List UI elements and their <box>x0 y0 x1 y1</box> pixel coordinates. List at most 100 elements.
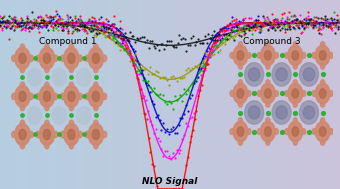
Point <box>178 116 183 119</box>
Point <box>275 20 280 23</box>
Point <box>44 20 50 23</box>
Point <box>143 68 148 71</box>
Point <box>228 29 233 32</box>
Point <box>102 26 107 29</box>
Point <box>322 16 328 19</box>
Point <box>291 26 296 29</box>
Point <box>187 141 192 144</box>
Point <box>258 29 264 32</box>
Point <box>224 35 230 38</box>
Point <box>23 26 28 29</box>
Point <box>291 13 296 16</box>
Point <box>76 20 82 23</box>
Point <box>226 23 232 26</box>
Point <box>25 18 31 21</box>
Point <box>210 38 216 41</box>
Point <box>201 69 206 72</box>
Point <box>50 18 56 21</box>
Point <box>43 25 48 28</box>
Point <box>83 24 88 27</box>
Point <box>119 32 124 35</box>
Point <box>312 16 317 19</box>
Point <box>42 20 47 23</box>
Point <box>0 24 3 27</box>
Point <box>110 38 116 41</box>
Point <box>190 34 196 37</box>
Point <box>88 23 94 26</box>
Point <box>248 25 253 28</box>
Point <box>201 57 206 60</box>
Point <box>237 19 242 22</box>
Point <box>40 16 46 19</box>
Point <box>102 31 107 34</box>
Point <box>293 19 298 22</box>
Point <box>233 22 238 25</box>
Point <box>146 83 151 86</box>
Point <box>151 44 156 47</box>
Point <box>14 18 20 21</box>
Point <box>146 110 151 113</box>
Point <box>195 94 201 97</box>
Point <box>85 19 90 22</box>
Point <box>248 17 253 20</box>
Point <box>156 48 162 51</box>
Point <box>231 26 236 29</box>
Point <box>124 46 130 49</box>
Point <box>166 187 172 189</box>
Point <box>103 26 109 29</box>
Point <box>79 22 85 25</box>
Point <box>106 33 112 36</box>
Point <box>320 23 326 26</box>
Point <box>316 26 321 29</box>
Point <box>237 28 242 31</box>
Point <box>330 29 335 32</box>
Point <box>320 18 326 21</box>
Point <box>66 31 71 34</box>
Point <box>173 187 179 189</box>
Point <box>163 131 168 134</box>
Point <box>200 62 206 65</box>
Point <box>240 28 246 31</box>
Point <box>243 21 249 24</box>
Point <box>185 156 191 159</box>
Point <box>249 21 254 24</box>
Point <box>159 187 165 189</box>
Point <box>141 111 146 114</box>
Point <box>259 26 264 29</box>
Point <box>175 98 180 101</box>
Point <box>269 25 274 28</box>
Point <box>35 26 41 29</box>
Point <box>114 40 119 43</box>
Point <box>284 25 289 28</box>
Point <box>66 29 71 32</box>
Point <box>326 21 331 24</box>
Point <box>129 58 134 61</box>
Point <box>305 14 310 17</box>
Point <box>219 29 225 33</box>
Point <box>265 18 271 21</box>
Point <box>250 22 255 25</box>
Point <box>279 23 285 26</box>
Point <box>243 27 249 30</box>
Point <box>199 66 204 69</box>
Point <box>1 19 6 22</box>
Point <box>28 19 33 22</box>
Point <box>305 25 311 28</box>
Point <box>259 22 264 25</box>
Point <box>55 24 61 27</box>
Point <box>143 79 148 82</box>
Point <box>14 20 20 23</box>
Point <box>166 83 172 86</box>
Point <box>310 19 316 22</box>
Point <box>189 115 194 118</box>
Point <box>67 24 73 27</box>
Point <box>98 24 103 27</box>
Point <box>267 21 272 24</box>
Point <box>0 22 5 26</box>
Point <box>337 26 340 29</box>
Point <box>21 22 27 25</box>
Point <box>72 25 78 28</box>
Point <box>62 24 67 27</box>
Point <box>247 28 252 31</box>
Point <box>282 21 288 24</box>
